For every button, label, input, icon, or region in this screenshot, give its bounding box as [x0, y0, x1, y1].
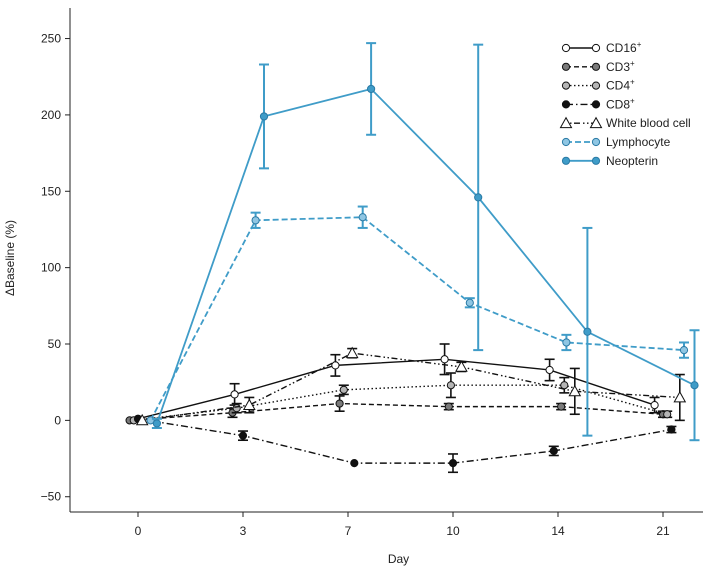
legend-marker	[591, 43, 601, 53]
data-point-cd8	[350, 459, 359, 468]
legend-label: Lymphocyte	[606, 135, 671, 149]
axes: −50 0 50 100 150 200 250 0 3 7 10 14 21	[41, 8, 703, 538]
series-line-neopterin	[156, 87, 695, 424]
series-cd8	[133, 414, 677, 474]
legend-marker	[591, 100, 601, 109]
series-lymphocyte	[146, 205, 689, 425]
series-line-cd16	[137, 358, 655, 420]
legend-label: CD3+	[606, 59, 635, 74]
data-point-cd8	[549, 446, 558, 456]
legend-item-neopterin: Neopterin	[561, 154, 658, 168]
x-tick-label: 0	[135, 524, 142, 538]
series-cd16	[133, 343, 660, 423]
data-point-white-blood-cell	[455, 360, 468, 372]
data-point-white-blood-cell	[135, 413, 149, 426]
y-tick-label: 250	[41, 32, 61, 46]
legend-item-cd8: CD8+	[561, 96, 635, 111]
x-tick-label: 21	[656, 524, 670, 538]
series-line-cd3	[129, 402, 664, 422]
legend-marker	[591, 81, 601, 90]
data-point-cd8	[448, 459, 458, 468]
data-point-cd3	[335, 399, 344, 408]
series-neopterin	[151, 42, 700, 442]
data-point-lymphocyte	[679, 346, 689, 355]
data-point-lymphocyte	[465, 298, 474, 307]
y-tick-label: 200	[41, 108, 61, 122]
data-point-cd4	[560, 381, 569, 390]
data-point-neopterin	[583, 327, 592, 336]
data-point-cd4	[232, 404, 241, 413]
legend-label: White blood cell	[606, 116, 691, 130]
x-tick-label: 7	[345, 524, 352, 538]
legend-label: CD16+	[606, 40, 642, 55]
series-line-white-blood-cell	[142, 352, 680, 422]
legend-label-superscript: +	[630, 78, 635, 87]
series-line-lymphocyte	[149, 216, 685, 421]
y-tick-label: 50	[48, 337, 62, 351]
series-layer	[125, 42, 700, 474]
data-point-neopterin	[367, 84, 376, 94]
data-point-cd16	[331, 361, 340, 370]
data-point-cd3	[557, 402, 566, 411]
legend-label-superscript: +	[637, 40, 642, 49]
data-point-neopterin	[474, 193, 483, 202]
legend-marker	[561, 62, 571, 71]
data-point-cd16	[650, 400, 659, 410]
legend-label-superscript: +	[630, 59, 635, 68]
legend-marker	[561, 81, 571, 90]
legend-marker	[591, 156, 601, 165]
data-point-cd3	[444, 402, 453, 411]
legend-marker	[589, 116, 603, 129]
legend-item-white-blood-cell: White blood cell	[559, 116, 691, 130]
x-tick-label: 14	[551, 524, 565, 538]
data-point-neopterin	[152, 419, 161, 428]
data-point-cd4	[339, 385, 348, 394]
data-point-cd8	[238, 431, 248, 440]
legend: CD16+ CD3+ CD4+ CD8+ White blood cell Lymphoc…	[559, 40, 691, 168]
legend-marker	[591, 137, 601, 147]
legend-item-cd16: CD16+	[561, 40, 642, 55]
legend-label: CD8+	[606, 96, 635, 111]
data-point-white-blood-cell	[242, 398, 256, 410]
legend-marker	[561, 156, 571, 165]
legend-label: CD4+	[606, 78, 635, 93]
y-tick-label: 0	[54, 413, 61, 427]
data-point-cd8	[667, 425, 676, 434]
legend-item-cd4: CD4+	[561, 78, 635, 93]
data-point-white-blood-cell	[568, 384, 582, 397]
y-tick-label: 100	[41, 261, 61, 275]
data-point-neopterin	[259, 112, 269, 121]
legend-marker	[559, 116, 573, 129]
x-tick-label: 3	[240, 524, 247, 538]
legend-label: Neopterin	[606, 154, 658, 168]
legend-label-superscript: +	[630, 96, 635, 105]
data-point-cd16	[230, 390, 239, 399]
x-tick-label: 10	[446, 524, 460, 538]
y-axis-label: ΔBaseline (%)	[3, 220, 17, 296]
legend-marker	[561, 100, 571, 109]
data-point-white-blood-cell	[673, 390, 687, 403]
series-white-blood-cell	[135, 346, 687, 426]
data-point-cd4	[663, 410, 672, 419]
data-point-cd16	[440, 355, 449, 364]
legend-marker	[561, 137, 571, 147]
data-point-neopterin	[690, 381, 699, 390]
data-point-white-blood-cell	[345, 346, 359, 359]
legend-item-lymphocyte: Lymphocyte	[561, 135, 671, 149]
data-point-lymphocyte	[562, 338, 571, 347]
data-point-cd16	[545, 365, 554, 375]
data-point-cd4	[446, 381, 455, 390]
data-point-lymphocyte	[358, 213, 367, 222]
data-point-lymphocyte	[251, 216, 260, 225]
x-axis-label: Day	[388, 552, 409, 566]
series-line-cd8	[137, 418, 672, 464]
y-tick-label: 150	[41, 184, 61, 198]
legend-marker	[561, 43, 571, 53]
legend-marker	[591, 62, 601, 71]
y-tick-label: −50	[41, 490, 62, 504]
series-cd4	[129, 372, 673, 425]
legend-item-cd3: CD3+	[561, 59, 635, 74]
